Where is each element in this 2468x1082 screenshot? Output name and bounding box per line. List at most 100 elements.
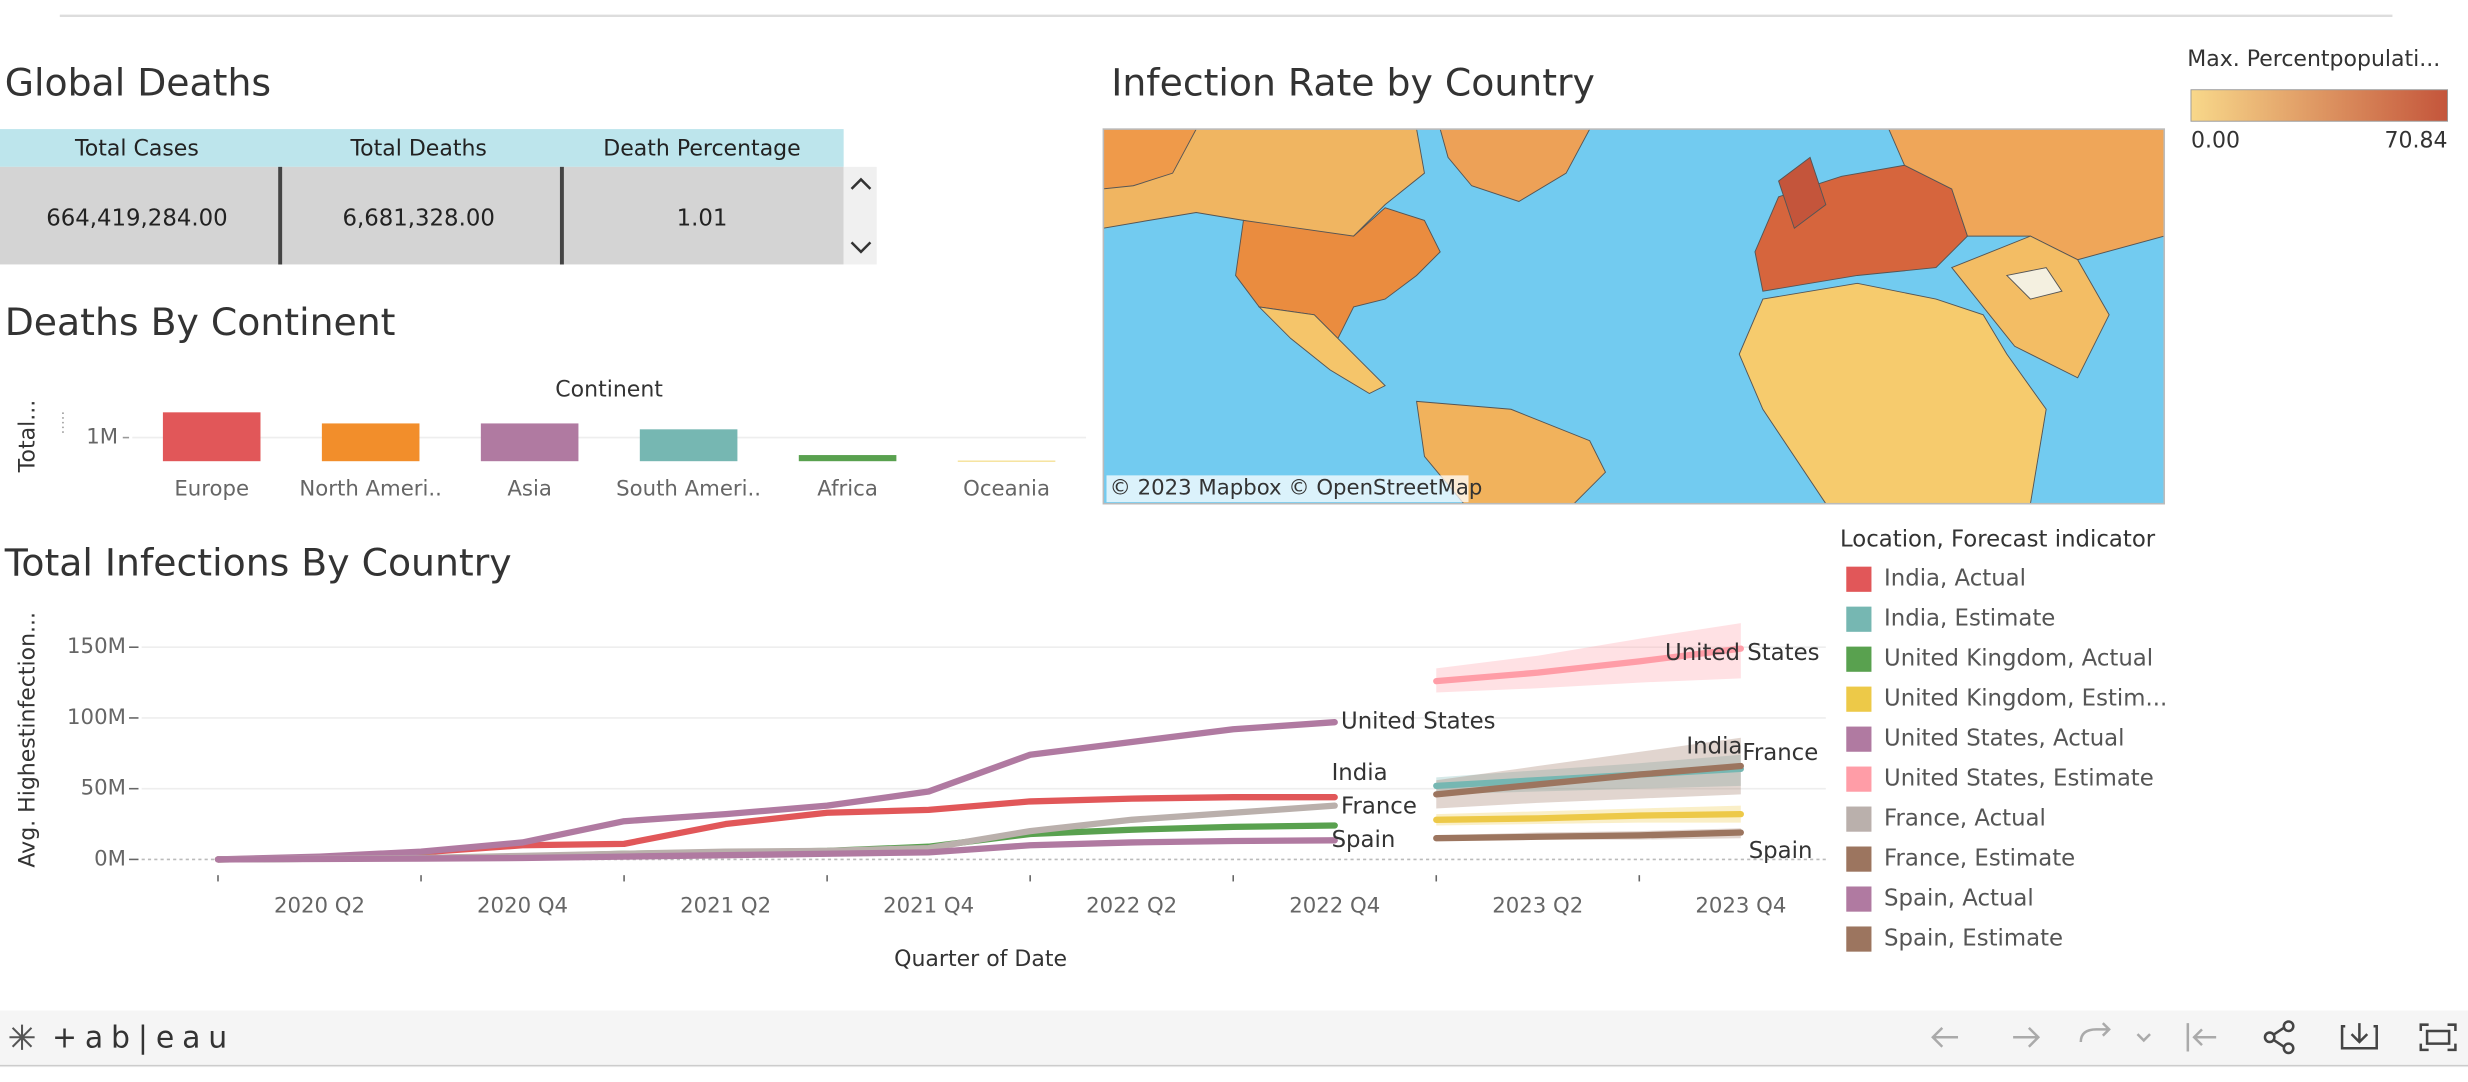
line-end-label: France <box>1341 794 1417 820</box>
map-title: Infection Rate by Country <box>1111 61 1595 105</box>
no-data <box>2005 267 2063 300</box>
table-cell: 6,681,328.00 <box>342 205 494 231</box>
series-line <box>214 719 1338 863</box>
ramp-min: 0.00 <box>2191 129 2240 154</box>
y-axis-title: Total... <box>15 400 40 473</box>
revert-menu[interactable] <box>2136 1033 2151 1043</box>
bar <box>480 423 579 462</box>
undo[interactable] <box>1931 1026 1959 1048</box>
legend-swatch <box>1846 886 1872 912</box>
legend-label: Spain, Estimate <box>1884 926 2063 952</box>
legend-swatch <box>1846 726 1872 752</box>
bar <box>798 455 897 462</box>
x-tick-label: 2023 Q4 <box>1695 894 1786 919</box>
series-line <box>214 837 1338 863</box>
legend-swatch <box>1846 566 1872 592</box>
x-tick-label: 2023 Q2 <box>1492 894 1583 919</box>
y-axis-title: Avg. Highestinfection... <box>15 612 40 868</box>
column-header: Total Deaths <box>349 137 486 162</box>
y-tick-label: 1M <box>86 425 118 450</box>
legend-swatch <box>1846 686 1872 712</box>
x-tick-label: 2021 Q2 <box>680 894 771 919</box>
x-tick-label: 2020 Q2 <box>274 894 365 919</box>
x-tick-label: 2021 Q4 <box>883 894 974 919</box>
legend-label: United States, Actual <box>1884 726 2124 752</box>
y-tick-label: 50M <box>81 776 126 801</box>
x-axis-title: Continent <box>555 377 663 402</box>
legend-label: United Kingdom, Estim... <box>1884 686 2167 712</box>
x-axis-title: Quarter of Date <box>894 947 1067 972</box>
line-end-label: Spain <box>1332 827 1396 853</box>
column-header: Death Percentage <box>603 137 800 162</box>
download[interactable] <box>2340 1023 2378 1050</box>
fullscreen[interactable] <box>2419 1023 2457 1052</box>
x-tick-label: South Ameri.. <box>616 477 761 502</box>
table-cell: 664,419,284.00 <box>46 205 227 231</box>
bar <box>162 412 261 462</box>
toolbar-icons-dark[interactable] <box>2263 1020 2457 1055</box>
legend-label: Spain, Actual <box>1884 886 2034 912</box>
chart-title: Deaths By Continent <box>5 300 396 344</box>
legend-swatch <box>1846 766 1872 792</box>
attribution: © 2023 Mapbox © OpenStreetMap <box>1110 476 1483 501</box>
logo-mark <box>9 1024 35 1050</box>
alaska <box>1103 129 1197 190</box>
logo: +ab|eau <box>52 1020 235 1055</box>
legend-swatch <box>1846 606 1872 632</box>
x-tick-label: Asia <box>507 477 552 502</box>
toolbar-icons[interactable] <box>1931 1022 2217 1052</box>
reset[interactable] <box>2186 1023 2217 1052</box>
legend-swatch <box>1846 846 1872 872</box>
line-end-label: France <box>1742 740 1818 766</box>
legend-swatch <box>1846 926 1872 952</box>
mexico <box>1257 306 1386 395</box>
scroll-down[interactable] <box>850 241 872 254</box>
line-end-label: United States <box>1665 640 1819 666</box>
scrollbar[interactable] <box>843 166 877 265</box>
y-tick-label: 100M <box>67 705 126 730</box>
x-tick-label: 2022 Q4 <box>1289 894 1380 919</box>
scroll-up[interactable] <box>850 177 872 190</box>
ramp-max: 70.84 <box>2385 129 2448 154</box>
line-end-label: Spain <box>1749 838 1813 864</box>
legend-label: United States, Estimate <box>1884 766 2154 792</box>
revert[interactable] <box>2079 1022 2111 1043</box>
x-tick-label: 2022 Q2 <box>1086 894 1177 919</box>
legend-swatch <box>1846 806 1872 832</box>
x-tick-label: North Ameri.. <box>299 477 442 502</box>
table-cell: 1.01 <box>677 205 728 231</box>
series-line <box>1433 811 1744 823</box>
map: © 2023 Mapbox © OpenStreetMap <box>1103 129 2165 504</box>
line-end-label: India <box>1332 760 1388 786</box>
legend-label: India, Estimate <box>1884 606 2055 632</box>
redo[interactable] <box>2013 1026 2041 1048</box>
column-header: Total Cases <box>74 137 199 162</box>
y-tick-label: 150M <box>67 634 126 659</box>
bar <box>639 429 738 462</box>
y-tick-label: 0M <box>94 846 126 871</box>
bar <box>321 423 420 462</box>
share[interactable] <box>2263 1031 2276 1044</box>
bar <box>957 460 1056 462</box>
table-title: Global Deaths <box>5 61 271 105</box>
map-legend-title: Max. Percentpopulati... <box>2187 47 2440 72</box>
attribution-bg <box>1106 475 1469 503</box>
uk <box>1778 156 1827 230</box>
table-body <box>0 166 844 265</box>
legend-label: France, Estimate <box>1884 846 2075 872</box>
chart-title: Total Infections By Country <box>4 541 512 585</box>
line-end-label: United States <box>1341 709 1495 735</box>
toolbar <box>0 1010 2468 1068</box>
middle-east <box>1950 235 2110 379</box>
map-frame <box>1102 128 2166 505</box>
x-tick-label: 2020 Q4 <box>477 894 568 919</box>
forecast-band <box>1436 737 1741 809</box>
greenland <box>1439 129 1591 203</box>
line-end-label: India <box>1686 733 1742 759</box>
series-line <box>1433 762 1744 798</box>
color-ramp <box>2190 89 2449 122</box>
series-line <box>1433 829 1744 842</box>
